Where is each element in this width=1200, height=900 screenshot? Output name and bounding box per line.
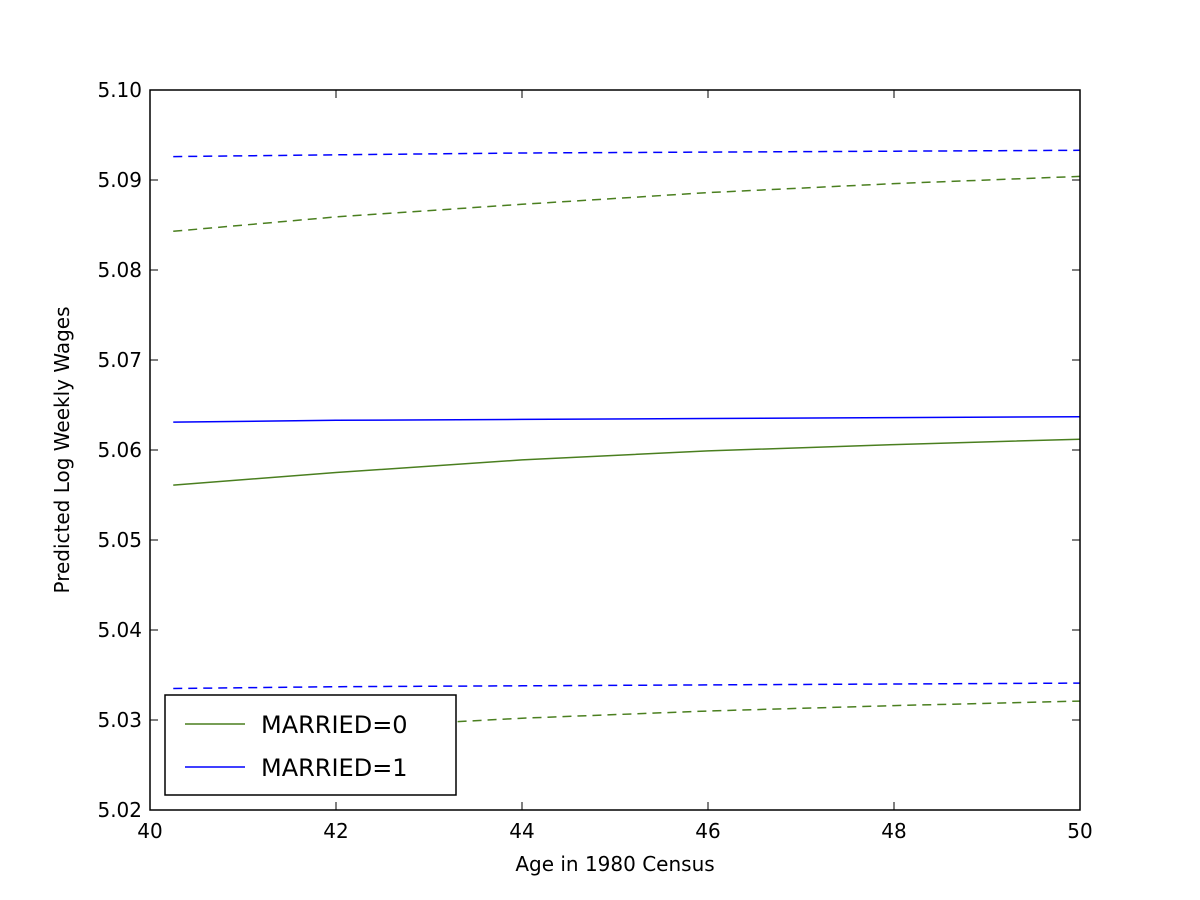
x-tick-label: 46 <box>695 819 720 843</box>
y-tick-label: 5.07 <box>97 348 142 372</box>
legend-box <box>164 694 457 796</box>
x-tick-label: 44 <box>509 819 534 843</box>
y-axis-label: Predicted Log Weekly Wages <box>50 306 74 593</box>
legend-label-married-0: MARRIED=0 <box>261 711 408 739</box>
x-tick-label: 40 <box>137 819 162 843</box>
series-line-married-0-upper <box>173 175 1080 233</box>
y-tick-label: 5.08 <box>97 258 142 282</box>
y-tick-label: 5.05 <box>97 528 142 552</box>
legend: MARRIED=0 MARRIED=1 <box>164 694 457 796</box>
series-line-married-1-lower <box>173 682 1080 690</box>
x-tick-label: 50 <box>1067 819 1092 843</box>
y-tick-label: 5.06 <box>97 438 142 462</box>
y-tick-label: 5.03 <box>97 708 142 732</box>
ticks-layer: 40 42 44 46 48 50 5.02 5.03 5.04 5.05 5.06 5.07 5.08… <box>97 78 1092 843</box>
x-axis-label: Age in 1980 Census <box>515 852 714 876</box>
series-line-married-1-upper <box>173 149 1080 158</box>
y-tick-label: 5.02 <box>97 798 142 822</box>
x-tick-label: 48 <box>881 819 906 843</box>
y-tick-label: 5.10 <box>97 78 142 102</box>
y-tick-label: 5.04 <box>97 618 142 642</box>
x-tick-label: 42 <box>323 819 348 843</box>
series-line-married-0 <box>173 438 1080 486</box>
plot-frame <box>149 89 1081 811</box>
legend-label-married-1: MARRIED=1 <box>261 754 408 782</box>
y-tick-label: 5.09 <box>97 168 142 192</box>
plot-area <box>150 90 1080 810</box>
series-line-married-1 <box>173 415 1080 423</box>
